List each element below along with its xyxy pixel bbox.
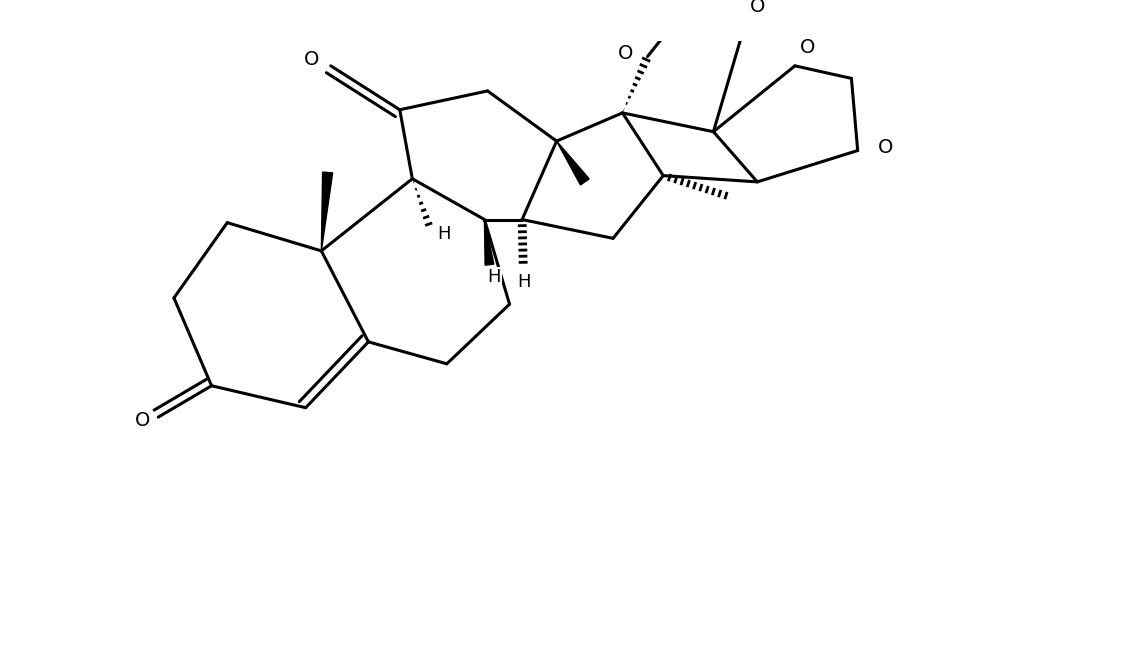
Text: O: O: [305, 50, 319, 69]
Polygon shape: [557, 141, 589, 185]
Text: O: O: [135, 411, 151, 430]
Text: O: O: [800, 38, 815, 57]
Polygon shape: [321, 172, 333, 251]
Text: H: H: [437, 225, 451, 243]
Polygon shape: [484, 220, 494, 265]
Text: O: O: [618, 44, 633, 63]
Text: O: O: [749, 0, 765, 16]
Text: H: H: [487, 268, 500, 286]
Text: H: H: [517, 273, 531, 291]
Text: O: O: [878, 138, 893, 157]
